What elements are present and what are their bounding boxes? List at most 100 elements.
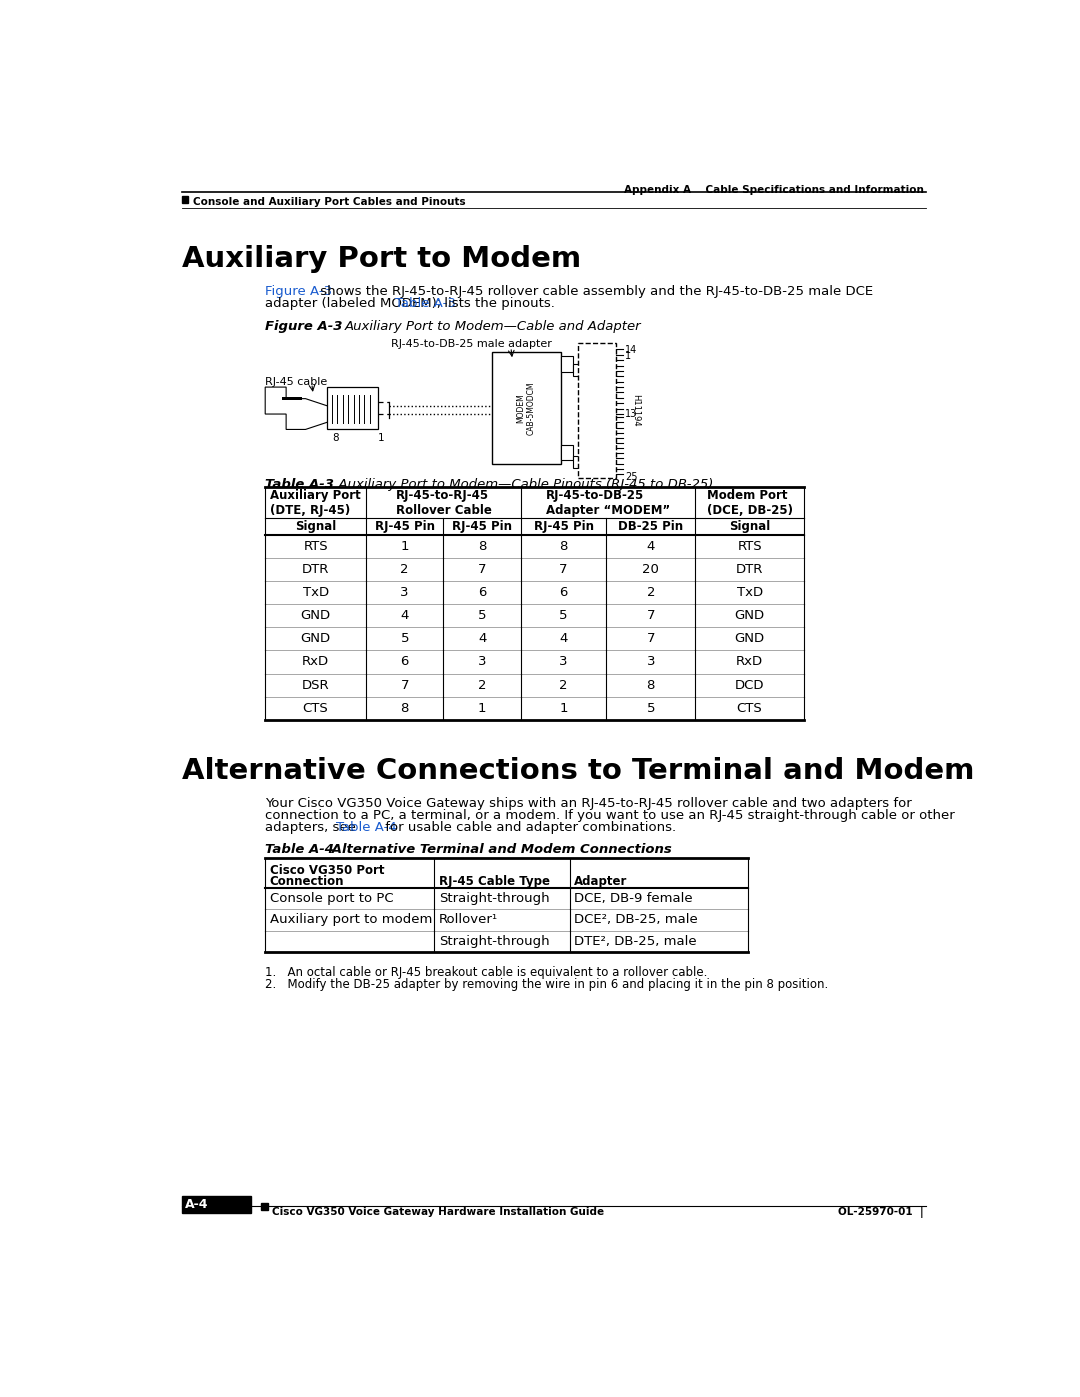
- Text: GND: GND: [734, 633, 765, 645]
- Text: adapters, see: adapters, see: [266, 821, 361, 834]
- Text: Auxiliary port to modem: Auxiliary port to modem: [270, 914, 432, 926]
- Text: Signal: Signal: [729, 520, 770, 534]
- Text: 4: 4: [559, 633, 568, 645]
- Text: GND: GND: [734, 609, 765, 622]
- Text: Straight-through: Straight-through: [438, 935, 550, 949]
- Text: GND: GND: [300, 609, 330, 622]
- Text: Table A-4: Table A-4: [337, 821, 397, 834]
- Text: 7: 7: [401, 679, 409, 692]
- Text: 8: 8: [559, 541, 568, 553]
- Text: Rollover¹: Rollover¹: [438, 914, 498, 926]
- Text: Table A-3: Table A-3: [266, 478, 334, 490]
- Text: DTR: DTR: [735, 563, 764, 576]
- Bar: [578, 344, 616, 478]
- Text: 4: 4: [478, 633, 486, 645]
- Text: CTS: CTS: [737, 701, 762, 715]
- Text: 3: 3: [401, 587, 409, 599]
- Text: 1: 1: [378, 433, 384, 443]
- Text: A-4: A-4: [186, 1199, 208, 1211]
- Text: CTS: CTS: [302, 701, 328, 715]
- Text: lists the pinouts.: lists the pinouts.: [440, 298, 554, 310]
- Text: DTE², DB-25, male: DTE², DB-25, male: [575, 935, 697, 949]
- Text: GND: GND: [300, 633, 330, 645]
- Text: Console port to PC: Console port to PC: [270, 891, 393, 905]
- Bar: [181, 196, 189, 203]
- Text: DB-25 Pin: DB-25 Pin: [618, 520, 684, 534]
- Text: Figure A-3: Figure A-3: [266, 285, 333, 298]
- Text: connection to a PC, a terminal, or a modem. If you want to use an RJ-45 straight: connection to a PC, a terminal, or a mod…: [266, 809, 955, 821]
- Text: Cisco VG350 Port: Cisco VG350 Port: [270, 865, 384, 877]
- Bar: [572, 365, 586, 376]
- Text: DTR: DTR: [302, 563, 329, 576]
- Text: Figure A-3: Figure A-3: [266, 320, 342, 332]
- Text: 20: 20: [643, 563, 659, 576]
- Text: OL-25970-01  |: OL-25970-01 |: [838, 1207, 924, 1218]
- Text: Appendix A    Cable Specifications and Information: Appendix A Cable Specifications and Info…: [624, 184, 924, 194]
- Bar: [562, 356, 572, 372]
- Text: 1: 1: [559, 701, 568, 715]
- Text: TxD: TxD: [302, 587, 328, 599]
- Text: Auxiliary Port
(DTE, RJ-45): Auxiliary Port (DTE, RJ-45): [270, 489, 361, 517]
- Text: H11194: H11194: [631, 394, 640, 427]
- Polygon shape: [266, 387, 328, 429]
- Text: Auxiliary Port to Modem—Cable and Adapter: Auxiliary Port to Modem—Cable and Adapte…: [345, 320, 640, 332]
- Text: RxD: RxD: [735, 655, 764, 669]
- Polygon shape: [282, 397, 301, 400]
- Text: TxD: TxD: [737, 587, 762, 599]
- Text: 5: 5: [401, 633, 409, 645]
- Text: 3: 3: [559, 655, 568, 669]
- Bar: [327, 387, 378, 429]
- Text: 5: 5: [478, 609, 486, 622]
- Bar: [572, 457, 586, 468]
- Text: 3: 3: [478, 655, 486, 669]
- Text: 4: 4: [647, 541, 654, 553]
- Text: 8: 8: [647, 679, 654, 692]
- Text: 25: 25: [625, 472, 637, 482]
- Text: RxD: RxD: [302, 655, 329, 669]
- Text: Alternative Terminal and Modem Connections: Alternative Terminal and Modem Connectio…: [303, 842, 672, 856]
- Bar: [491, 352, 562, 464]
- Text: Auxiliary Port to Modem—Cable Pinouts (RJ-45 to DB-25): Auxiliary Port to Modem—Cable Pinouts (R…: [313, 478, 714, 490]
- Text: 7: 7: [647, 633, 654, 645]
- Text: for usable cable and adapter combinations.: for usable cable and adapter combination…: [381, 821, 676, 834]
- Text: Straight-through: Straight-through: [438, 891, 550, 905]
- Text: DSR: DSR: [301, 679, 329, 692]
- Text: 1: 1: [401, 541, 409, 553]
- Text: 7: 7: [478, 563, 486, 576]
- Text: Table A-4: Table A-4: [266, 842, 334, 856]
- Text: DCE², DB-25, male: DCE², DB-25, male: [575, 914, 698, 926]
- Text: RJ-45-to-DB-25 male adapter: RJ-45-to-DB-25 male adapter: [391, 338, 552, 349]
- Text: 7: 7: [647, 609, 654, 622]
- Text: RJ-45 cable: RJ-45 cable: [266, 377, 327, 387]
- Text: RJ-45-to-RJ-45
Rollover Cable: RJ-45-to-RJ-45 Rollover Cable: [395, 489, 491, 517]
- Text: DCD: DCD: [734, 679, 765, 692]
- Text: 2: 2: [647, 587, 654, 599]
- Text: 5: 5: [647, 701, 654, 715]
- Bar: [562, 444, 572, 460]
- Text: 6: 6: [559, 587, 568, 599]
- Bar: [260, 1203, 268, 1210]
- Text: Your Cisco VG350 Voice Gateway ships with an RJ-45-to-RJ-45 rollover cable and t: Your Cisco VG350 Voice Gateway ships wit…: [266, 796, 912, 810]
- Text: 2: 2: [559, 679, 568, 692]
- Text: 2: 2: [401, 563, 409, 576]
- Text: Alternative Connections to Terminal and Modem: Alternative Connections to Terminal and …: [181, 757, 974, 785]
- Text: MODEM
CAB-5MODCM: MODEM CAB-5MODCM: [516, 381, 536, 434]
- Text: 8: 8: [478, 541, 486, 553]
- Text: Cisco VG350 Voice Gateway Hardware Installation Guide: Cisco VG350 Voice Gateway Hardware Insta…: [272, 1207, 605, 1217]
- Text: Auxiliary Port to Modem: Auxiliary Port to Modem: [181, 244, 581, 272]
- Text: RTS: RTS: [303, 541, 328, 553]
- Text: RJ-45 Pin: RJ-45 Pin: [375, 520, 434, 534]
- Text: Console and Auxiliary Port Cables and Pinouts: Console and Auxiliary Port Cables and Pi…: [193, 197, 465, 207]
- Text: Adapter: Adapter: [575, 876, 627, 888]
- Text: adapter (labeled MODEM);: adapter (labeled MODEM);: [266, 298, 446, 310]
- Text: Connection: Connection: [270, 876, 345, 888]
- Text: DCE, DB-9 female: DCE, DB-9 female: [575, 891, 693, 905]
- Text: Signal: Signal: [295, 520, 336, 534]
- Text: 8: 8: [401, 701, 409, 715]
- Text: 6: 6: [401, 655, 409, 669]
- Text: 3: 3: [647, 655, 654, 669]
- Text: 14: 14: [625, 345, 637, 355]
- Text: Table A-3: Table A-3: [394, 298, 456, 310]
- Text: 4: 4: [401, 609, 409, 622]
- Text: 13: 13: [625, 409, 637, 419]
